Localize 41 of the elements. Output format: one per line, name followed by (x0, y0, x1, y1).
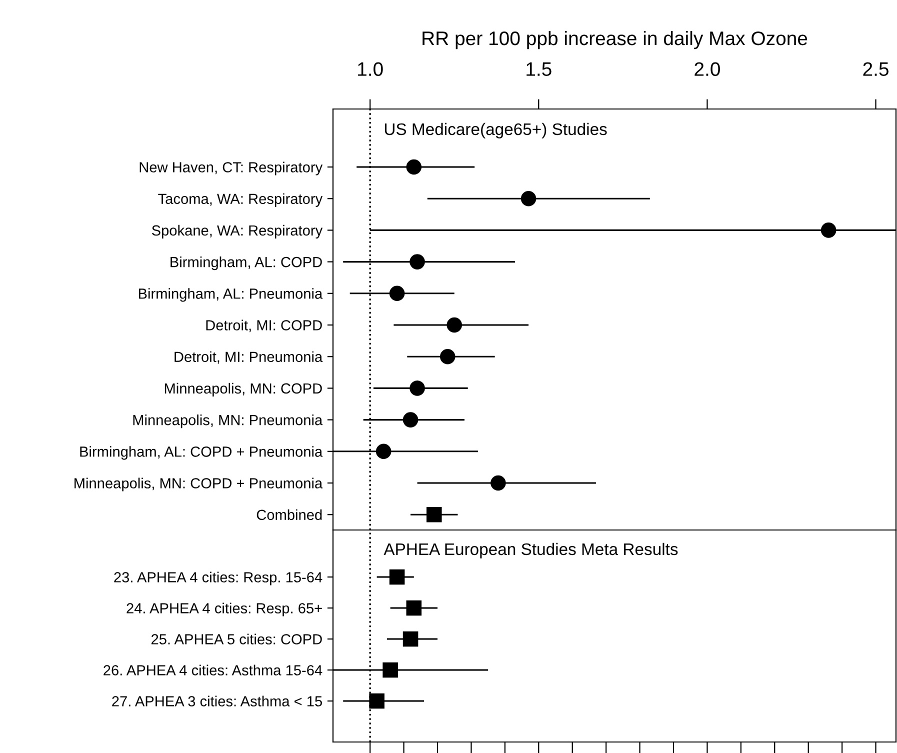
point (376, 444, 392, 460)
y-tick-label: Birmingham, AL: COPD (170, 256, 322, 270)
y-tick-label: 27. APHEA 3 cities: Asthma < 15 (112, 696, 322, 706)
x-axis-title: RR per 100 ppb increase in daily Max Ozone (422, 30, 808, 50)
point (402, 412, 418, 428)
y-tick-label: Birmingham, AL: Pneumonia (138, 288, 323, 302)
point (490, 475, 506, 491)
point (520, 190, 536, 206)
y-tick-label: New Haven, CT: Respiratory (140, 162, 323, 176)
point (446, 317, 462, 333)
point (406, 159, 422, 175)
point (440, 348, 456, 364)
point (410, 380, 425, 396)
point (426, 506, 442, 522)
y-tick-label: 25. APHEA 5 cities: COPD (151, 634, 322, 644)
y-tick-label: Detroit, MI: Pneumonia (174, 351, 323, 364)
y-tick-label: Minneapolis, MN: COPD (164, 382, 322, 397)
point (369, 693, 384, 709)
point (406, 600, 422, 616)
y-tick-label: 24. APHEA 4 cities: Resp. 65+ (126, 602, 322, 616)
chart-title: US Medicare(age65+) Studies (384, 122, 607, 138)
text: APHEA European Studies Meta Results (384, 542, 678, 558)
point (389, 569, 405, 585)
x-tick-label: 1.0 (358, 62, 383, 76)
y-tick-label: Minneapolis, MN: COPD + Pneumonia (74, 478, 323, 492)
point (410, 254, 425, 270)
point (820, 222, 836, 238)
y-tick-label: Spokane, WA: Respiratory (152, 224, 323, 239)
y-tick-label: Birmingham, AL: COPD + Pneumonia (80, 446, 323, 460)
y-tick-label: 23. APHEA 4 cities: Resp. 15-64 (114, 572, 322, 586)
point (382, 662, 398, 678)
y-tick-label: Detroit, MI: COPD (206, 320, 322, 332)
point (402, 631, 418, 647)
x-tick-label: 2.0 (694, 62, 720, 76)
y-tick-label: Combined (256, 509, 322, 520)
point (389, 286, 405, 302)
x-tick-label: 1.5 (526, 62, 552, 76)
y-tick-label: 26. APHEA 4 cities: Asthma 15-64 (104, 664, 322, 676)
x-tick-label: 2.5 (863, 62, 888, 76)
y-tick-label: Tacoma, WA: Respiratory (158, 193, 323, 207)
y-tick-label: Minneapolis, MN: Pneumonia (133, 414, 323, 428)
